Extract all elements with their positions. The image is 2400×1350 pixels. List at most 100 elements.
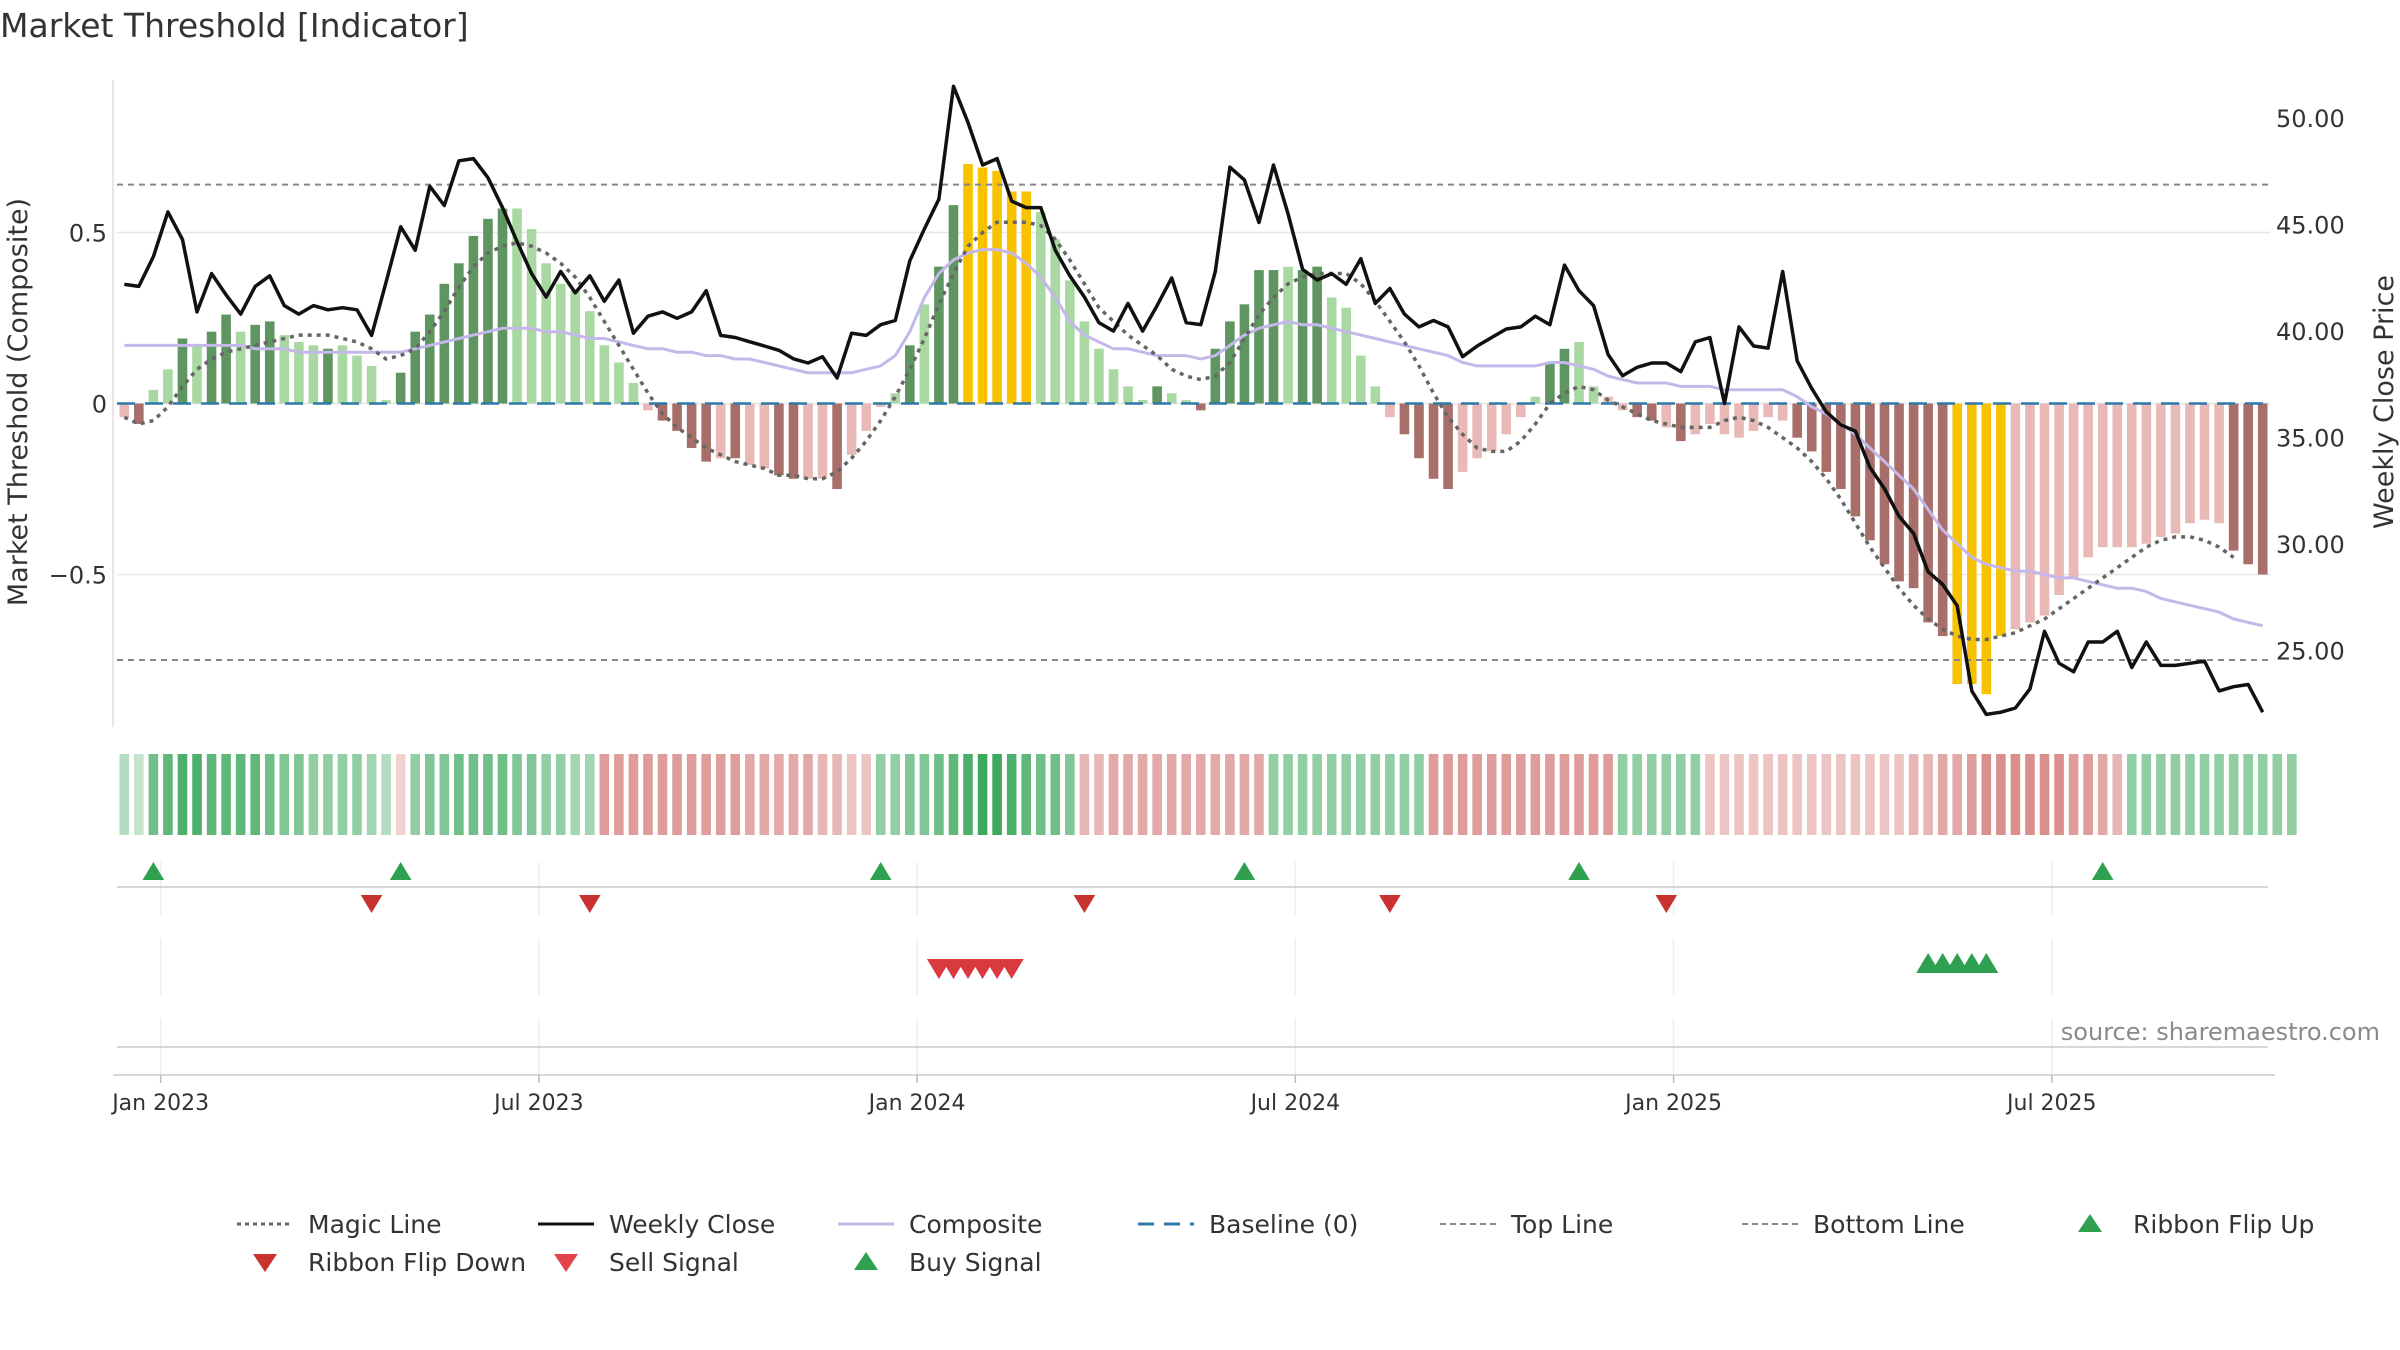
threshold-bar <box>1850 403 1861 517</box>
ribbon-cell <box>2068 754 2079 835</box>
ribbon-cell <box>2039 754 2050 835</box>
threshold-bar <box>1792 403 1803 438</box>
legend-label: Ribbon Flip Up <box>2133 1210 2314 1239</box>
threshold-bar <box>774 403 784 476</box>
ribbon-cell <box>163 754 173 835</box>
threshold-bars <box>119 164 2268 695</box>
right-tick-label: 30.00 <box>2276 531 2345 559</box>
ribbon-cell <box>1021 754 1032 835</box>
threshold-bar <box>2039 403 2050 616</box>
threshold-bar <box>1705 403 1715 425</box>
ribbon-cell <box>1748 754 1759 835</box>
threshold-bar <box>1632 403 1642 418</box>
threshold-bar <box>875 403 886 407</box>
ribbon-cell <box>1297 754 1308 835</box>
legend-label: Buy Signal <box>909 1248 1042 1277</box>
ribbon-cell <box>1588 754 1599 835</box>
left-axis-label: Market Threshold (Composite) <box>3 198 34 606</box>
ribbon-cell <box>1312 754 1322 835</box>
threshold-bar <box>1516 403 1526 418</box>
threshold-bar <box>2141 403 2152 544</box>
threshold-bar <box>1152 386 1162 404</box>
ribbon-cell <box>948 754 959 835</box>
threshold-bar <box>1181 400 1192 404</box>
threshold-bar <box>701 403 711 462</box>
threshold-bar <box>1777 403 1788 421</box>
ribbon-cell <box>1646 754 1657 835</box>
ribbon-cell <box>381 754 391 835</box>
ribbon-cell <box>788 754 799 835</box>
left-tick-label: 0 <box>92 391 107 419</box>
ribbon-cell <box>352 754 362 835</box>
threshold-bar <box>1094 348 1104 404</box>
threshold-bar <box>192 345 202 404</box>
threshold-bar <box>2010 403 2021 630</box>
ribbon-flip-down-marker <box>578 895 601 913</box>
x-tick-label: Jul 2024 <box>1249 1091 1341 1116</box>
ribbon-cell <box>148 754 159 835</box>
legend-swatch <box>2078 1214 2102 1232</box>
ribbon-cell <box>119 754 130 835</box>
threshold-bar <box>1079 321 1090 404</box>
legend-item: Buy Signal <box>854 1248 1042 1277</box>
legend-item: Ribbon Flip Up <box>2078 1210 2314 1239</box>
right-tick-label: 50.00 <box>2276 105 2345 133</box>
legend-label: Weekly Close <box>609 1210 775 1239</box>
ribbon-cell <box>1486 754 1497 835</box>
threshold-bar <box>1195 403 1206 411</box>
ribbon-cell <box>1792 754 1803 835</box>
threshold-bar <box>1443 403 1453 490</box>
x-tick-label: Jan 2025 <box>1623 1091 1722 1116</box>
threshold-bar <box>919 304 930 404</box>
threshold-bar <box>2097 403 2108 548</box>
threshold-bar <box>628 382 639 404</box>
ribbon-cell <box>1850 754 1861 835</box>
ribbon-cell <box>643 754 653 835</box>
threshold-bar <box>1559 348 1570 404</box>
threshold-bar <box>1370 386 1381 404</box>
ribbon-cell <box>1094 754 1104 835</box>
threshold-bar <box>614 362 624 404</box>
threshold-bar <box>1050 239 1061 404</box>
ribbon-cell <box>1836 754 1846 835</box>
threshold-bar <box>1646 403 1657 421</box>
threshold-bar <box>221 314 231 404</box>
threshold-bar <box>1763 403 1773 418</box>
ribbon-cell <box>1472 754 1482 835</box>
threshold-bar <box>2170 403 2181 534</box>
ribbon-cell <box>1734 754 1744 835</box>
ribbon-cell <box>1137 754 1148 835</box>
ribbon-cell <box>1821 754 1832 835</box>
ribbon-cell <box>1210 754 1221 835</box>
ribbon-cell <box>570 754 581 835</box>
ribbon-flip-up-marker <box>389 862 412 880</box>
threshold-bar <box>395 372 406 404</box>
threshold-bar <box>1428 403 1439 479</box>
ribbon-cell <box>1501 754 1512 835</box>
threshold-bar <box>526 229 537 404</box>
ribbon-cell <box>1923 754 1933 835</box>
ribbon-cell <box>1283 754 1293 835</box>
ribbon-cell <box>1530 754 1541 835</box>
ribbon-cell <box>1152 754 1162 835</box>
threshold-bar <box>1021 191 1032 404</box>
threshold-bar <box>1981 403 1992 695</box>
threshold-bar <box>1676 403 1686 442</box>
ribbon-cell <box>1632 754 1642 835</box>
threshold-bar <box>134 403 144 425</box>
legend-item: Top Line <box>1440 1210 1613 1239</box>
ribbon-cell <box>235 754 246 835</box>
ribbon-cell <box>1166 754 1177 835</box>
ribbon-cell <box>614 754 624 835</box>
threshold-bar <box>905 345 915 404</box>
threshold-bar <box>2025 403 2035 623</box>
ribbon-cell <box>366 754 377 835</box>
threshold-bar <box>1574 341 1584 404</box>
ribbon-cell <box>555 754 566 835</box>
ribbon-cell <box>206 754 217 835</box>
ribbon-cell <box>1516 754 1526 835</box>
composite-line <box>124 248 2264 628</box>
ribbon-cell <box>977 754 988 835</box>
legend-swatch <box>253 1254 277 1272</box>
threshold-bar <box>1166 393 1177 404</box>
